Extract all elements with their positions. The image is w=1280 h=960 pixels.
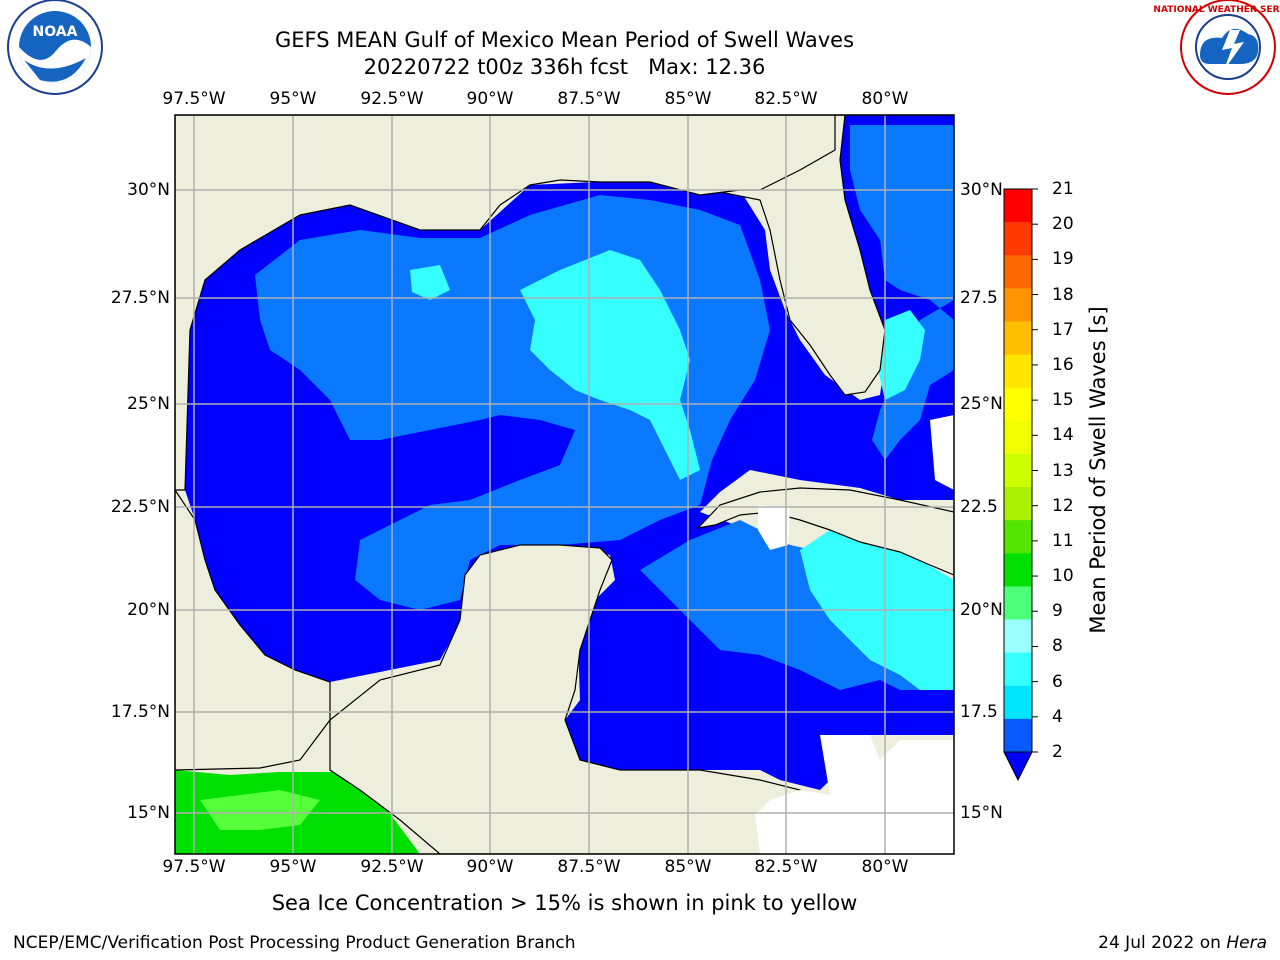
lat-tick-label: 30°N: [960, 180, 1003, 200]
lat-tick-label: 27.5°N: [110, 288, 170, 308]
lon-tick-label: 87.5°W: [557, 89, 621, 109]
footer-date: 24 Jul 2022 on Hera: [1098, 933, 1267, 953]
colorbar-level-label: 4: [1052, 706, 1063, 727]
colorbar-level-label: 15: [1052, 390, 1074, 411]
white-no-data-3: [930, 415, 954, 490]
svg-text:NATIONAL WEATHER SERVICE: NATIONAL WEATHER SERVICE: [1153, 5, 1280, 15]
colorbar-level-label: 18: [1052, 284, 1074, 305]
lon-tick-label: 87.5°W: [557, 857, 621, 877]
sea-ice-note: Sea Ice Concentration > 15% is shown in …: [271, 891, 858, 915]
colorbar-level-label: 20: [1052, 214, 1074, 235]
lon-tick-label: 97.5°W: [162, 857, 226, 877]
colorbar-title: Mean Period of Swell Waves [s]: [1086, 306, 1110, 634]
lon-tick-label: 95°W: [269, 89, 317, 109]
colorbar-extend-arrow: [1003, 751, 1033, 782]
map-area: [175, 115, 954, 854]
colorbar-segment: [1004, 652, 1032, 687]
sea-mid-region-3: [850, 125, 954, 460]
lon-tick-label: 92.5°W: [360, 857, 424, 877]
colorbar-level-label: 2: [1052, 742, 1063, 762]
lon-tick-label: 82.5°W: [754, 857, 818, 877]
footer-host: Hera: [1226, 933, 1267, 953]
lat-tick-label: 30°N: [127, 180, 170, 200]
lat-tick-label: 17.5: [960, 702, 998, 722]
sea-high-region-4: [410, 265, 450, 300]
nws-logo: NATIONAL WEATHER SERVICE: [1153, 0, 1280, 95]
white-no-data-2: [755, 735, 954, 854]
map-frame: [174, 114, 955, 855]
colorbar-segment: [1004, 685, 1032, 720]
colorbar-level-label: 6: [1052, 671, 1063, 692]
colorbar-level-label: 13: [1052, 460, 1074, 481]
lat-tick-label: 22.5: [960, 497, 998, 517]
colorbar-segment: [1004, 553, 1032, 587]
colorbar-level-label: 11: [1052, 530, 1074, 551]
svg-text:NOAA: NOAA: [33, 24, 78, 40]
sea-green-highlight: [200, 790, 320, 830]
yucatan-peninsula: [329, 544, 861, 854]
colorbar-level-label: 12: [1052, 495, 1074, 516]
lon-tick-label: 80°W: [861, 89, 909, 109]
footer-date-text: 24 Jul 2022 on: [1098, 933, 1227, 953]
lat-tick-label: 25°N: [960, 394, 1003, 414]
colorbar-segment: [1004, 255, 1032, 289]
colorbar-level-label: 19: [1052, 249, 1074, 270]
sea-high-region: [520, 250, 700, 480]
footer-credit: NCEP/EMC/Verification Post Processing Pr…: [13, 933, 576, 953]
lon-tick-label: 82.5°W: [754, 89, 818, 109]
lon-tick-label: 97.5°W: [162, 89, 226, 109]
colorbar-segment: [1004, 222, 1032, 256]
colorbar-segment: [1004, 288, 1032, 322]
colorbar-level-label: 10: [1052, 566, 1074, 587]
lon-tick-label: 85°W: [664, 857, 712, 877]
colorbar-segment: [1004, 586, 1032, 621]
sea-high-region-3: [878, 310, 925, 400]
colorbar-level-label: 9: [1052, 601, 1063, 622]
lat-tick-label: 15°N: [960, 803, 1003, 823]
lat-tick-label: 20°N: [960, 600, 1003, 620]
noaa-logo: NOAA: [7, 0, 103, 95]
lon-tick-label: 90°W: [466, 89, 514, 109]
colorbar-segment: [1004, 487, 1032, 521]
colorbar-level-label: 14: [1052, 425, 1074, 446]
lat-tick-label: 20°N: [127, 600, 170, 620]
colorbar-segment: [1004, 453, 1032, 488]
figure-subtitle: 20220722 t00z 336h fcst Max: 12.36: [363, 55, 766, 79]
lon-tick-label: 80°W: [861, 857, 909, 877]
colorbar: [1003, 188, 1038, 782]
colorbar-segment: [1004, 354, 1032, 389]
colorbar-level-label: 16: [1052, 354, 1074, 375]
colorbar-segment: [1004, 321, 1032, 356]
colorbar-segment: [1004, 520, 1032, 554]
lat-tick-label: 22.5°N: [110, 497, 170, 517]
lon-tick-label: 85°W: [664, 89, 712, 109]
lon-tick-label: 95°W: [269, 857, 317, 877]
west-coast-land: [175, 488, 331, 771]
lat-tick-label: 27.5: [960, 288, 998, 308]
figure-title: GEFS MEAN Gulf of Mexico Mean Period of …: [274, 28, 855, 52]
colorbar-segment: [1004, 189, 1032, 223]
colorbar-segment: [1004, 619, 1032, 654]
colorbar-segment: [1004, 718, 1032, 753]
colorbar-segment: [1004, 420, 1032, 455]
white-no-data-1: [758, 505, 790, 550]
lon-tick-label: 92.5°W: [360, 89, 424, 109]
colorbar-level-label: 21: [1052, 179, 1074, 199]
colorbar-segment: [1004, 387, 1032, 422]
colorbar-level-label: 8: [1052, 636, 1063, 657]
lat-tick-label: 17.5°N: [110, 702, 170, 722]
lat-tick-label: 15°N: [127, 803, 170, 823]
lon-tick-label: 90°W: [466, 857, 514, 877]
colorbar-level-label: 17: [1052, 319, 1074, 340]
lat-tick-label: 25°N: [127, 394, 170, 414]
grid-lines: [175, 115, 954, 854]
